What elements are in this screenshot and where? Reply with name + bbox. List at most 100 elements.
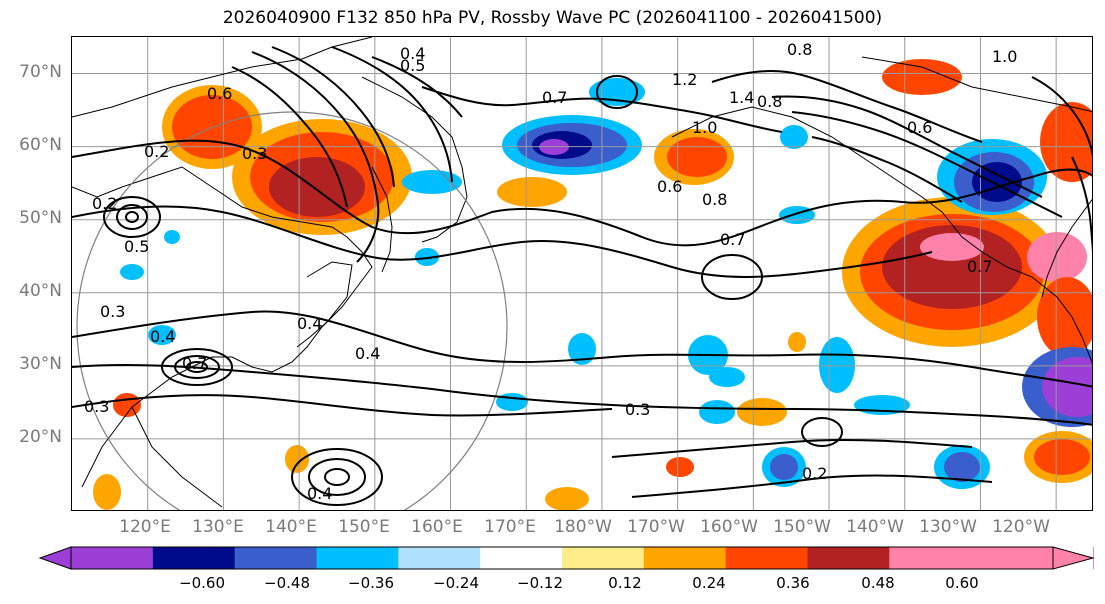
map-panel[interactable]: 0.8 0.4 0.5 0.2 0.3 0.6 0.7 1.2 1.0 1.4 …	[71, 36, 1093, 511]
contour-label: 0.2	[92, 194, 117, 213]
anomaly-negative	[819, 337, 855, 393]
colorbar-tick: 0.24	[692, 574, 726, 592]
anomaly-negative	[148, 325, 176, 345]
anomaly-positive	[497, 177, 567, 207]
contour-label: 0.8	[757, 92, 782, 111]
anomaly-negative	[415, 248, 439, 266]
anomaly-negative	[770, 454, 798, 480]
colorbar-tick: 0.12	[608, 574, 642, 592]
contour-label: 1.0	[692, 118, 717, 137]
lon-label: 150°E	[338, 517, 390, 537]
anomaly-negative	[779, 206, 815, 224]
contour-label: 0.4	[355, 344, 380, 363]
colorbar-cell	[234, 547, 317, 569]
lon-label: 160°W	[700, 517, 758, 537]
anomaly-positive	[920, 233, 984, 261]
lon-label: 170°W	[627, 517, 685, 537]
colorbar-tick: 0.36	[776, 574, 810, 592]
anomaly-negative	[164, 230, 180, 244]
colorbar-outline	[70, 546, 1054, 570]
contour-label: 0.5	[400, 56, 425, 75]
lat-label-30n: 30°N	[19, 354, 62, 374]
colorbar-tick: 0.48	[861, 574, 895, 592]
chart-title: 2026040900 F132 850 hPa PV, Rossby Wave …	[222, 8, 883, 28]
colorbar-cell	[889, 547, 972, 569]
anomaly-negative	[1042, 357, 1092, 417]
lon-label: 140°W	[846, 517, 904, 537]
contour-label: 0.4	[150, 327, 175, 346]
anomaly-positive	[666, 457, 694, 477]
contour-label: 0.3	[84, 397, 109, 416]
anomaly-positive	[737, 398, 787, 426]
contour-label: 1.0	[992, 47, 1017, 66]
anomaly-positive	[1027, 232, 1087, 282]
contour-label: 0.6	[207, 84, 232, 103]
contour-label: 0.8	[787, 40, 812, 59]
map-svg: 0.8 0.4 0.5 0.2 0.3 0.6 0.7 1.2 1.0 1.4 …	[72, 37, 1092, 510]
lon-label: 160°E	[411, 517, 463, 537]
contour-label: 0.2	[802, 464, 827, 483]
lat-label-20n: 20°N	[19, 427, 62, 447]
colorbar-tick: −0.48	[264, 574, 310, 592]
lon-label: 130°W	[919, 517, 977, 537]
contour-label: 0.7	[967, 257, 992, 276]
colorbar-tick: −0.24	[433, 574, 479, 592]
contour-label: 0.6	[657, 177, 682, 196]
lat-label-40n: 40°N	[19, 281, 62, 301]
lat-label-50n: 50°N	[19, 208, 62, 228]
colorbar-cell	[398, 547, 481, 569]
anomaly-positive	[667, 137, 727, 177]
pv-contours	[72, 46, 1092, 506]
colorbar-cell	[562, 547, 645, 569]
contour-label: 0.3	[625, 400, 650, 419]
reference-circle	[76, 111, 508, 510]
contour-label: 1.4	[729, 88, 754, 107]
contour-label: 0.5	[124, 237, 149, 256]
lat-label-60n: 60°N	[19, 135, 62, 155]
contour-label: 0.3	[242, 144, 267, 163]
contour-label: 0.7	[720, 230, 745, 249]
contour-label: 0.7	[182, 354, 207, 373]
colorbar-cell	[316, 547, 399, 569]
anomaly-positive	[882, 225, 1022, 309]
colorbar-cell	[725, 547, 808, 569]
contour-label: 0.3	[100, 302, 125, 321]
colorbar-over-tip	[1052, 546, 1095, 570]
lon-label: 120°E	[119, 517, 171, 537]
anomaly-positive	[545, 487, 589, 510]
lon-label: 170°E	[484, 517, 536, 537]
colorbar-cells	[71, 547, 1054, 569]
colorbar-svg	[38, 546, 1095, 570]
anomaly-positive	[93, 474, 121, 510]
colorbar-cell	[71, 547, 154, 569]
colorbar-tick: −0.36	[348, 574, 394, 592]
colorbar-tick: 0.60	[945, 574, 979, 592]
anomaly-negative	[120, 264, 144, 280]
colorbar-cell	[971, 547, 1054, 569]
contour-label: 0.7	[542, 88, 567, 107]
lon-label: 150°W	[773, 517, 831, 537]
anomaly-negative	[709, 367, 745, 387]
anomaly-negative	[496, 393, 528, 411]
colorbar: −0.60 −0.48 −0.36 −0.24 −0.12 0.12 0.24 …	[0, 540, 1105, 604]
contour-label: 0.6	[907, 118, 932, 137]
colorbar-cell	[807, 547, 890, 569]
contour-label: 0.8	[702, 190, 727, 209]
contour-label-group: 0.8 0.4 0.5 0.2 0.3 0.6 0.7 1.2 1.0 1.4 …	[84, 40, 1017, 503]
lat-label-70n: 70°N	[19, 62, 62, 82]
contour-label: 0.4	[400, 44, 425, 63]
contour-label: 0.4	[307, 484, 332, 503]
lon-label: 140°E	[265, 517, 317, 537]
colorbar-under-arrow	[38, 546, 72, 570]
anomaly-negative	[699, 400, 735, 424]
anomaly-positive	[1034, 439, 1090, 475]
contour-label: 0.2	[144, 142, 169, 161]
colorbar-tick: −0.60	[179, 574, 225, 592]
anomaly-positive	[285, 445, 309, 473]
lon-label: 130°E	[192, 517, 244, 537]
anomaly-positive	[882, 59, 962, 95]
contour-label: 1.2	[672, 70, 697, 89]
anomaly-negative	[568, 333, 596, 365]
anomaly-negative	[780, 125, 808, 149]
anomaly-negative	[944, 452, 980, 482]
